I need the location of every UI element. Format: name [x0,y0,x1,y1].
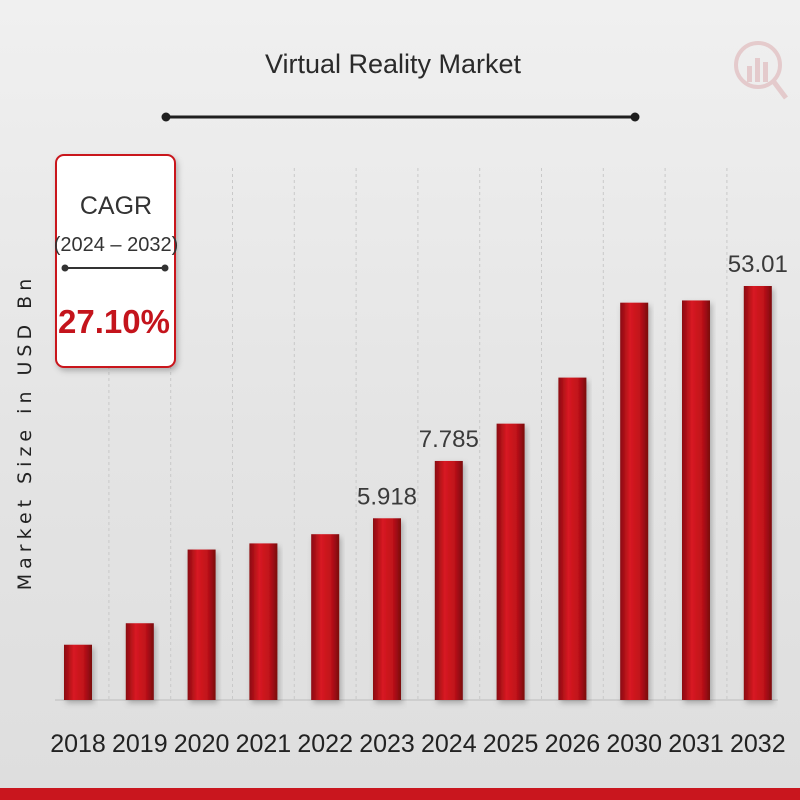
data-label-2032: 53.01 [728,251,788,278]
bar-2031 [682,300,710,700]
cagr-divider [61,264,169,272]
bar-2022 [311,534,340,700]
x-tick-label: 2031 [668,730,724,758]
bar-2030 [620,302,649,700]
x-tick-label: 2026 [545,730,601,758]
x-tick-label: 2018 [50,730,106,758]
x-tick-label: 2023 [359,730,415,758]
bar-2025 [496,423,525,700]
x-tick-label: 2021 [236,730,292,758]
cagr-label: CAGR [80,192,152,220]
chart-title: Virtual Reality Market [265,49,522,79]
data-label-2023: 5.918 [357,483,417,510]
bar-2026 [558,377,587,700]
bar-2024 [434,460,463,700]
bottom-accent-strip [0,788,800,800]
x-tick-label: 2030 [606,730,662,758]
bar-2032 [743,286,772,700]
bar-2020 [187,549,216,700]
x-axis-ticks: 2018 2019 2020 2021 2022 2023 2024 2025 2026 2030… [50,730,785,758]
x-tick-label: 2032 [730,730,786,758]
cagr-box: CAGR (2024 – 2032) 27.10% [54,154,179,368]
title-underline [161,112,640,122]
x-tick-label: 2019 [112,730,168,758]
cagr-period: (2024 – 2032) [54,234,179,256]
x-tick-label: 2020 [174,730,230,758]
bar-2018 [64,644,92,700]
bar-2023 [373,518,401,700]
x-tick-label: 2024 [421,730,477,758]
bar-2019 [125,623,154,700]
x-tick-label: 2022 [297,730,353,758]
grid-lines [55,168,778,701]
data-label-2024: 7.785 [419,426,479,453]
x-tick-label: 2025 [483,730,539,758]
logo-icon [734,41,788,100]
y-axis-label: Market Size in USD Bn [14,274,36,590]
cagr-value: 27.10% [58,303,170,340]
data-labels: 5.918 7.785 53.01 [357,251,788,510]
bars [64,286,772,700]
bar-2021 [249,543,278,700]
